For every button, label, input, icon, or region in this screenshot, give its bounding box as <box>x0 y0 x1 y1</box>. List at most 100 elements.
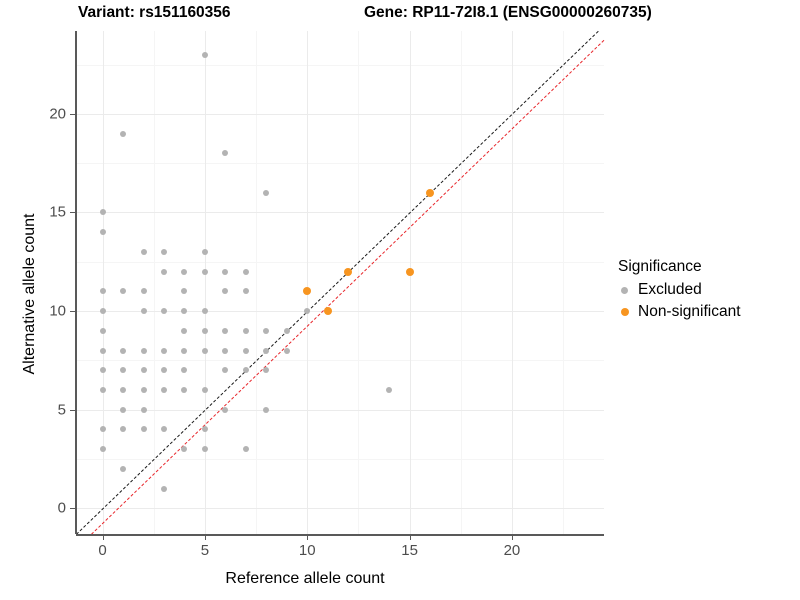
data-point <box>120 347 127 354</box>
data-point <box>181 347 188 354</box>
gridline-major <box>76 212 604 214</box>
y-tick <box>70 508 75 510</box>
data-point <box>181 268 188 275</box>
data-point <box>303 287 312 296</box>
legend-item-excluded[interactable]: Excluded <box>618 279 798 301</box>
data-point <box>120 465 127 472</box>
data-point <box>201 51 208 58</box>
data-point <box>242 327 249 334</box>
data-point <box>201 426 208 433</box>
gridline-minor <box>76 459 604 461</box>
data-point <box>263 189 270 196</box>
data-point <box>140 308 147 315</box>
y-tick-label: 20 <box>49 105 66 123</box>
gridline-major <box>76 508 604 510</box>
x-axis-label: Reference allele count <box>225 570 385 587</box>
data-point <box>99 209 106 216</box>
data-point <box>161 248 167 255</box>
gridline-minor <box>76 261 604 263</box>
data-point <box>99 229 106 236</box>
data-point <box>181 327 188 334</box>
data-point <box>222 367 229 374</box>
data-point <box>99 327 106 334</box>
data-point <box>242 268 249 275</box>
y-tick-label: 10 <box>49 302 66 320</box>
gridline-minor <box>563 31 565 534</box>
x-axis-line <box>76 534 604 536</box>
legend-key-excluded-icon <box>618 284 631 297</box>
gridline-major <box>76 409 604 411</box>
gridline-minor <box>460 31 462 534</box>
data-point <box>344 267 353 276</box>
data-point <box>201 446 208 453</box>
legend-label: Excluded <box>638 281 702 298</box>
data-point <box>242 367 249 374</box>
data-point <box>283 347 290 354</box>
legend-items: Excluded Non-significant <box>618 279 798 323</box>
data-point <box>222 406 229 413</box>
data-point <box>263 347 270 354</box>
x-tick-label: 0 <box>98 542 107 559</box>
data-point <box>140 387 147 393</box>
data-point <box>263 327 270 334</box>
legend: Significance Excluded Non-significant <box>618 258 798 323</box>
data-point <box>161 268 167 275</box>
y-tick-label: 15 <box>49 203 66 221</box>
data-point <box>140 248 147 255</box>
data-point <box>222 347 229 354</box>
data-point <box>161 426 167 433</box>
data-point <box>304 308 311 315</box>
data-point <box>181 308 188 315</box>
gridline-major <box>409 31 411 534</box>
legend-item-nonsig[interactable]: Non-significant <box>618 301 798 323</box>
gridline-minor <box>76 360 604 362</box>
data-point <box>120 406 127 413</box>
data-point <box>99 367 106 374</box>
data-point <box>120 387 127 393</box>
legend-title: Significance <box>618 258 702 275</box>
data-point <box>242 347 249 354</box>
data-point <box>140 288 147 295</box>
data-point <box>161 387 167 393</box>
x-tick <box>409 535 411 540</box>
data-point <box>161 347 167 354</box>
data-point <box>201 308 208 315</box>
data-point <box>99 288 106 295</box>
y-tick <box>70 212 75 214</box>
data-point <box>161 485 167 492</box>
data-point <box>140 406 147 413</box>
data-point <box>181 387 188 393</box>
x-tick <box>204 535 206 540</box>
data-point <box>140 367 147 374</box>
data-point <box>263 367 270 374</box>
gridline-minor <box>76 64 604 66</box>
x-tick-label: 10 <box>298 542 316 559</box>
y-tick-label: 0 <box>57 499 66 517</box>
data-point <box>181 446 188 453</box>
gene-title: Gene: RP11-72I8.1 (ENSG00000260735) <box>364 4 652 21</box>
data-point <box>242 446 249 453</box>
data-point <box>120 288 127 295</box>
gridline-minor <box>76 163 604 165</box>
gridline-minor <box>256 31 258 534</box>
data-point <box>242 288 249 295</box>
data-point <box>120 367 127 374</box>
data-point <box>222 150 229 157</box>
data-point <box>222 327 229 334</box>
y-tick <box>70 311 75 313</box>
data-point <box>263 406 270 413</box>
data-point <box>222 288 229 295</box>
data-point <box>283 327 290 334</box>
gridline-major <box>511 31 513 534</box>
gridline-minor <box>358 31 360 534</box>
data-point <box>323 307 332 316</box>
y-tick <box>70 409 75 411</box>
gridline-minor <box>153 31 155 534</box>
data-point <box>426 188 435 197</box>
x-tick <box>102 535 104 540</box>
data-point <box>161 308 167 315</box>
data-point <box>99 446 106 453</box>
gridline-major <box>102 31 104 534</box>
data-point <box>161 367 167 374</box>
